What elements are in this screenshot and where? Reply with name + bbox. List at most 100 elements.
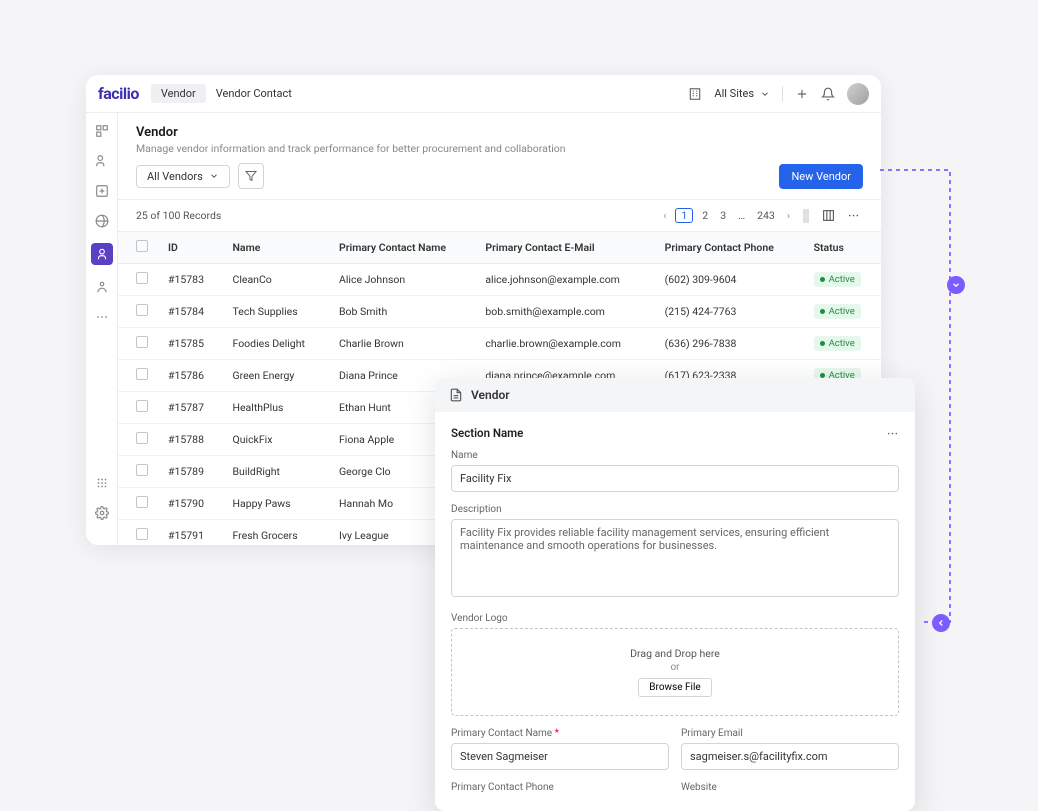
cell-name[interactable]: HealthPlus [223, 392, 330, 424]
more-icon[interactable] [844, 209, 863, 222]
table-row[interactable]: #15784Tech SuppliesBob Smithbob.smith@ex… [118, 296, 881, 328]
form-header: Vendor [435, 378, 915, 412]
site-selector[interactable]: All Sites [714, 87, 770, 100]
name-input[interactable] [451, 465, 899, 492]
breadcrumb-text[interactable]: Vendor Contact [216, 87, 292, 100]
filter-icon[interactable] [238, 163, 264, 189]
col-name[interactable]: Name [223, 232, 330, 264]
cell-contact: Alice Johnson [329, 264, 475, 296]
nav-user2-icon[interactable] [94, 279, 110, 295]
site-selector-label: All Sites [714, 87, 754, 100]
cell-name[interactable]: Tech Supplies [223, 296, 330, 328]
row-checkbox[interactable] [136, 400, 148, 412]
select-all-checkbox[interactable] [136, 240, 148, 252]
nav-more-icon[interactable] [94, 309, 110, 325]
nav-dashboard-icon[interactable] [94, 123, 110, 139]
logo-dropzone[interactable]: Drag and Drop here or Browse File [451, 628, 899, 716]
row-checkbox[interactable] [136, 304, 148, 316]
col-id[interactable]: ID [158, 232, 223, 264]
description-input[interactable] [451, 519, 899, 597]
form-title: Vendor [471, 388, 510, 402]
cell-contact: Charlie Brown [329, 328, 475, 360]
record-count: 25 of 100 Records [136, 209, 221, 222]
status-badge: Active [814, 304, 861, 319]
dropzone-or: or [470, 662, 880, 673]
cell-email: bob.smith@example.com [475, 296, 654, 328]
phone-label: Primary Contact Phone [451, 782, 669, 793]
pagination: ‹ 1 2 3 … 243 › [660, 208, 863, 223]
cell-name[interactable]: Happy Paws [223, 488, 330, 520]
website-label: Website [681, 782, 899, 793]
email-input[interactable] [681, 743, 899, 770]
row-checkbox[interactable] [136, 528, 148, 540]
section-more-icon[interactable] [886, 427, 899, 440]
cell-id: #15784 [158, 296, 223, 328]
cell-status: Active [804, 264, 881, 296]
table-row[interactable]: #15783CleanCoAlice Johnsonalice.johnson@… [118, 264, 881, 296]
status-badge: Active [814, 272, 861, 287]
nav-vendor-icon[interactable] [91, 243, 113, 265]
columns-icon[interactable] [819, 209, 838, 222]
connector-dot-bottom [932, 614, 950, 632]
cell-name[interactable]: BuildRight [223, 456, 330, 488]
left-nav [86, 113, 118, 545]
filter-dropdown[interactable]: All Vendors [136, 165, 230, 188]
connector-dot-top [947, 276, 965, 294]
cell-name[interactable]: Fresh Grocers [223, 520, 330, 546]
cell-status: Active [804, 296, 881, 328]
col-phone[interactable]: Primary Contact Phone [655, 232, 804, 264]
cell-name[interactable]: CleanCo [223, 264, 330, 296]
cell-id: #15783 [158, 264, 223, 296]
page-2[interactable]: 2 [699, 209, 711, 222]
dropzone-text: Drag and Drop here [470, 647, 880, 660]
cell-id: #15785 [158, 328, 223, 360]
row-checkbox[interactable] [136, 464, 148, 476]
nav-apps-icon[interactable] [94, 475, 110, 491]
description-label: Description [451, 504, 899, 515]
bell-icon[interactable] [821, 87, 835, 101]
contact-name-label: Primary Contact Name * [451, 728, 669, 739]
cell-phone: (636) 296-7838 [655, 328, 804, 360]
contact-name-input[interactable] [451, 743, 669, 770]
cell-id: #15787 [158, 392, 223, 424]
vendor-form-panel: Vendor Section Name Name Description Ven… [435, 378, 915, 811]
brand-logo: facilio [98, 84, 139, 103]
row-checkbox[interactable] [136, 336, 148, 348]
cell-id: #15786 [158, 360, 223, 392]
new-vendor-button[interactable]: New Vendor [779, 164, 863, 189]
table-row[interactable]: #15785Foodies DelightCharlie Browncharli… [118, 328, 881, 360]
section-title: Section Name [451, 426, 523, 440]
cell-email: alice.johnson@example.com [475, 264, 654, 296]
avatar[interactable] [847, 83, 869, 105]
cell-id: #15788 [158, 424, 223, 456]
row-checkbox[interactable] [136, 432, 148, 444]
cell-name[interactable]: Foodies Delight [223, 328, 330, 360]
page-3[interactable]: 3 [717, 209, 729, 222]
row-checkbox[interactable] [136, 272, 148, 284]
page-next[interactable]: › [784, 209, 793, 222]
cell-name[interactable]: QuickFix [223, 424, 330, 456]
divider [782, 86, 783, 102]
nav-people-icon[interactable] [94, 153, 110, 169]
logo-label: Vendor Logo [451, 613, 899, 624]
nav-add-icon[interactable] [94, 183, 110, 199]
row-checkbox[interactable] [136, 496, 148, 508]
browse-button[interactable]: Browse File [638, 678, 711, 697]
page-1[interactable]: 1 [675, 208, 693, 223]
page-last[interactable]: 243 [754, 209, 778, 222]
cell-phone: (602) 309-9604 [655, 264, 804, 296]
filter-dropdown-label: All Vendors [147, 170, 203, 183]
col-status[interactable]: Status [804, 232, 881, 264]
page-subtitle: Manage vendor information and track perf… [136, 142, 863, 155]
cell-email: charlie.brown@example.com [475, 328, 654, 360]
breadcrumb-pill[interactable]: Vendor [151, 84, 206, 103]
col-email[interactable]: Primary Contact E-Mail [475, 232, 654, 264]
plus-icon[interactable] [795, 87, 809, 101]
nav-globe-icon[interactable] [94, 213, 110, 229]
nav-settings-icon[interactable] [94, 505, 110, 521]
row-checkbox[interactable] [136, 368, 148, 380]
page-prev[interactable]: ‹ [660, 209, 669, 222]
cell-name[interactable]: Green Energy [223, 360, 330, 392]
cell-id: #15789 [158, 456, 223, 488]
col-contact[interactable]: Primary Contact Name [329, 232, 475, 264]
